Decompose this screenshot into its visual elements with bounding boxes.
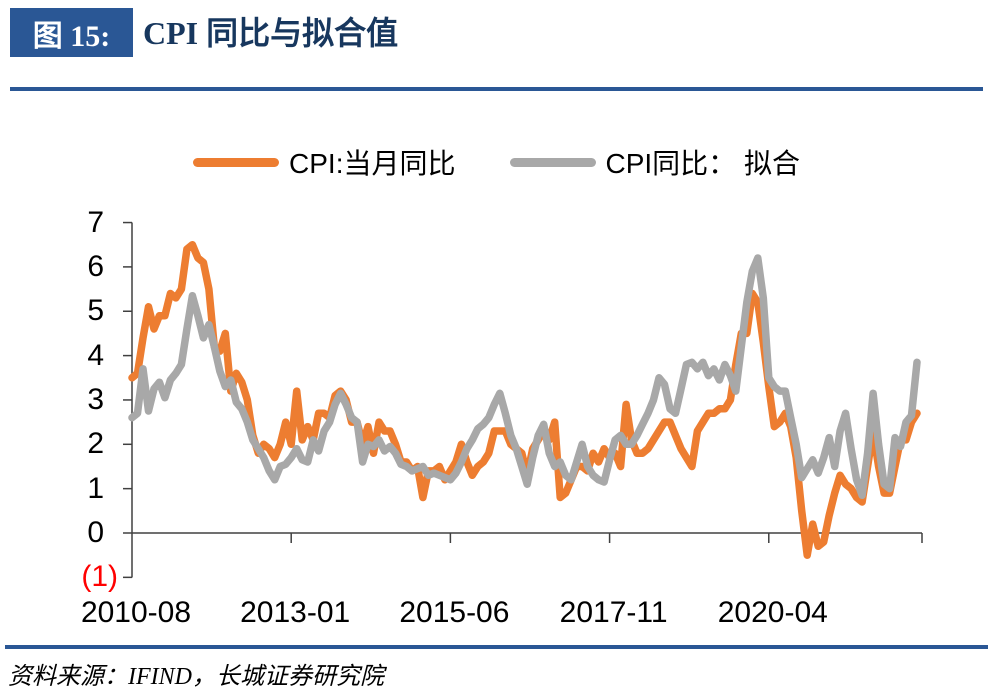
x-axis-label-2017-11: 2017-11 — [559, 596, 668, 629]
y-axis-label-neg1neg: (1) — [81, 560, 118, 594]
legend-swatch-gray — [509, 157, 596, 167]
x-axis-label-2010-08: 2010-08 — [80, 596, 192, 629]
y-axis-label-1: 1 — [87, 471, 104, 505]
legend-item-0: CPI:当月同比 — [193, 142, 456, 182]
bottom-divider — [5, 645, 988, 649]
top-divider — [10, 87, 983, 91]
legend-label: CPI:当月同比 — [289, 148, 456, 179]
cpi-fitted-line — [128, 254, 921, 500]
y-axis-label-4: 4 — [87, 338, 104, 372]
source-note: 资料来源：IFIND，长城证券研究院 — [8, 664, 384, 690]
y-axis-label-3: 3 — [87, 382, 104, 416]
legend-label: CPI同比： 拟合 — [605, 148, 800, 179]
y-axis-label-7: 7 — [87, 205, 104, 239]
y-axis-label-6: 6 — [87, 249, 104, 283]
legend-swatch-orange — [193, 157, 280, 167]
x-axis-label-2020-04: 2020-04 — [717, 596, 828, 629]
y-axis-label-2: 2 — [87, 427, 104, 461]
y-axis-label-0: 0 — [87, 516, 104, 549]
page-title: CPI 同比与拟合值 — [143, 15, 399, 51]
figure-number-label: 图 15: — [32, 19, 111, 53]
cpi-actual-line — [128, 240, 921, 559]
y-axis-label-5: 5 — [87, 294, 104, 328]
x-axis-label-2013-01: 2013-01 — [240, 596, 351, 629]
legend-item-1: CPI同比： 拟合 — [509, 142, 800, 182]
chart-legend: CPI:当月同比 CPI同比： 拟合 — [0, 142, 993, 182]
figure-number-box: 图 15: — [10, 8, 133, 57]
x-axis-label-2015-06: 2015-06 — [399, 596, 510, 629]
